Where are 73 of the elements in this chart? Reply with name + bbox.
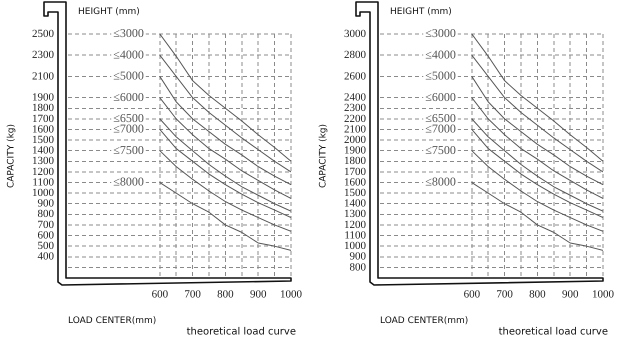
series-label: ≤5000 — [113, 68, 144, 83]
y-tick-label: 2600 — [344, 70, 366, 82]
y-axis-title: CAPACITY (kg) — [6, 124, 17, 188]
y-tick-label: 1300 — [344, 208, 366, 220]
y-tick-label: 1100 — [32, 176, 54, 188]
y-axis-title: CAPACITY (kg) — [318, 124, 329, 188]
y-tick-label: 1900 — [32, 92, 54, 104]
x-tick-label: 900 — [250, 288, 267, 300]
y-tick-label: 2500 — [32, 28, 54, 40]
x-tick-label: 700 — [184, 288, 202, 300]
series-label: ≤6000 — [425, 90, 456, 104]
x-tick-label: 900 — [562, 288, 579, 300]
x-tick-label: 600 — [152, 288, 169, 300]
y-tick-label: 800 — [350, 261, 366, 274]
y-tick-label: 900 — [38, 198, 54, 210]
y-tick-label: 800 — [38, 208, 54, 220]
x-tick-label: 1000 — [592, 288, 614, 300]
y-tick-label: 2300 — [32, 49, 54, 62]
legend-title: HEIGHT (mm) — [78, 7, 140, 17]
y-tick-label: 1400 — [32, 144, 54, 157]
y-tick-label: 1600 — [344, 176, 366, 188]
series-label: ≤6000 — [113, 90, 144, 104]
series-label: ≤7500 — [113, 142, 144, 157]
series-label: ≤4000 — [425, 47, 456, 62]
y-tick-label: 1800 — [32, 102, 54, 114]
y-tick-label: 500 — [38, 240, 54, 252]
x-tick-label: 800 — [217, 288, 234, 300]
y-tick-label: 1300 — [32, 155, 54, 168]
text: theoretical load curve — [498, 326, 608, 338]
series-label: ≤8000 — [113, 174, 144, 189]
x-tick-label: 600 — [464, 288, 481, 300]
y-tick-label: 1700 — [344, 166, 366, 178]
y-tick-label: 3000 — [344, 28, 366, 40]
y-tick-label: 2300 — [344, 102, 366, 114]
y-tick-label: 1500 — [344, 187, 366, 200]
y-tick-label: 1100 — [344, 229, 366, 242]
y-tick-label: 900 — [350, 250, 366, 263]
series-label: ≤4000 — [113, 47, 144, 62]
y-tick-label: 1000 — [344, 240, 366, 252]
series-label: ≤6500 — [113, 111, 144, 126]
series-label: ≤3000 — [425, 26, 456, 40]
y-tick-label: 2100 — [32, 70, 54, 82]
series-label: ≤8000 — [425, 174, 456, 189]
x-tick-label: 1000 — [280, 288, 302, 300]
y-tick-label: 600 — [38, 229, 54, 242]
y-tick-label: 2400 — [344, 92, 366, 104]
y-tick-label: 1800 — [344, 155, 366, 168]
y-tick-label: 1200 — [344, 218, 366, 231]
series-label: ≤7000 — [425, 122, 456, 136]
x-axis-title: LOAD CENTER(mm) — [68, 316, 156, 326]
y-tick-label: 2000 — [344, 134, 366, 146]
y-tick-label: 1700 — [32, 112, 54, 125]
x-tick-label: 800 — [529, 288, 546, 300]
series-label: ≤5000 — [425, 68, 456, 83]
y-tick-label: 1900 — [344, 144, 366, 157]
y-tick-label: 1400 — [344, 198, 366, 210]
x-tick-label: 700 — [496, 288, 514, 300]
legend-title: HEIGHT (mm) — [390, 7, 452, 17]
y-tick-label: 1000 — [32, 187, 54, 200]
y-tick-label: 2200 — [344, 112, 366, 125]
y-tick-label: 2800 — [344, 49, 366, 62]
series-label: ≤7500 — [425, 142, 456, 157]
y-tick-label: 700 — [38, 218, 54, 231]
y-tick-label: 400 — [38, 250, 54, 263]
series-label: ≤7000 — [113, 122, 144, 136]
series-label: ≤3000 — [113, 26, 144, 40]
y-tick-label: 2100 — [344, 123, 366, 136]
series-label: ≤6500 — [425, 111, 456, 126]
y-tick-label: 1200 — [32, 166, 54, 178]
y-tick-label: 1600 — [32, 123, 54, 136]
x-axis-title: LOAD CENTER(mm) — [380, 316, 468, 326]
text: theoretical load curve — [186, 326, 296, 338]
y-tick-label: 1500 — [32, 134, 54, 146]
